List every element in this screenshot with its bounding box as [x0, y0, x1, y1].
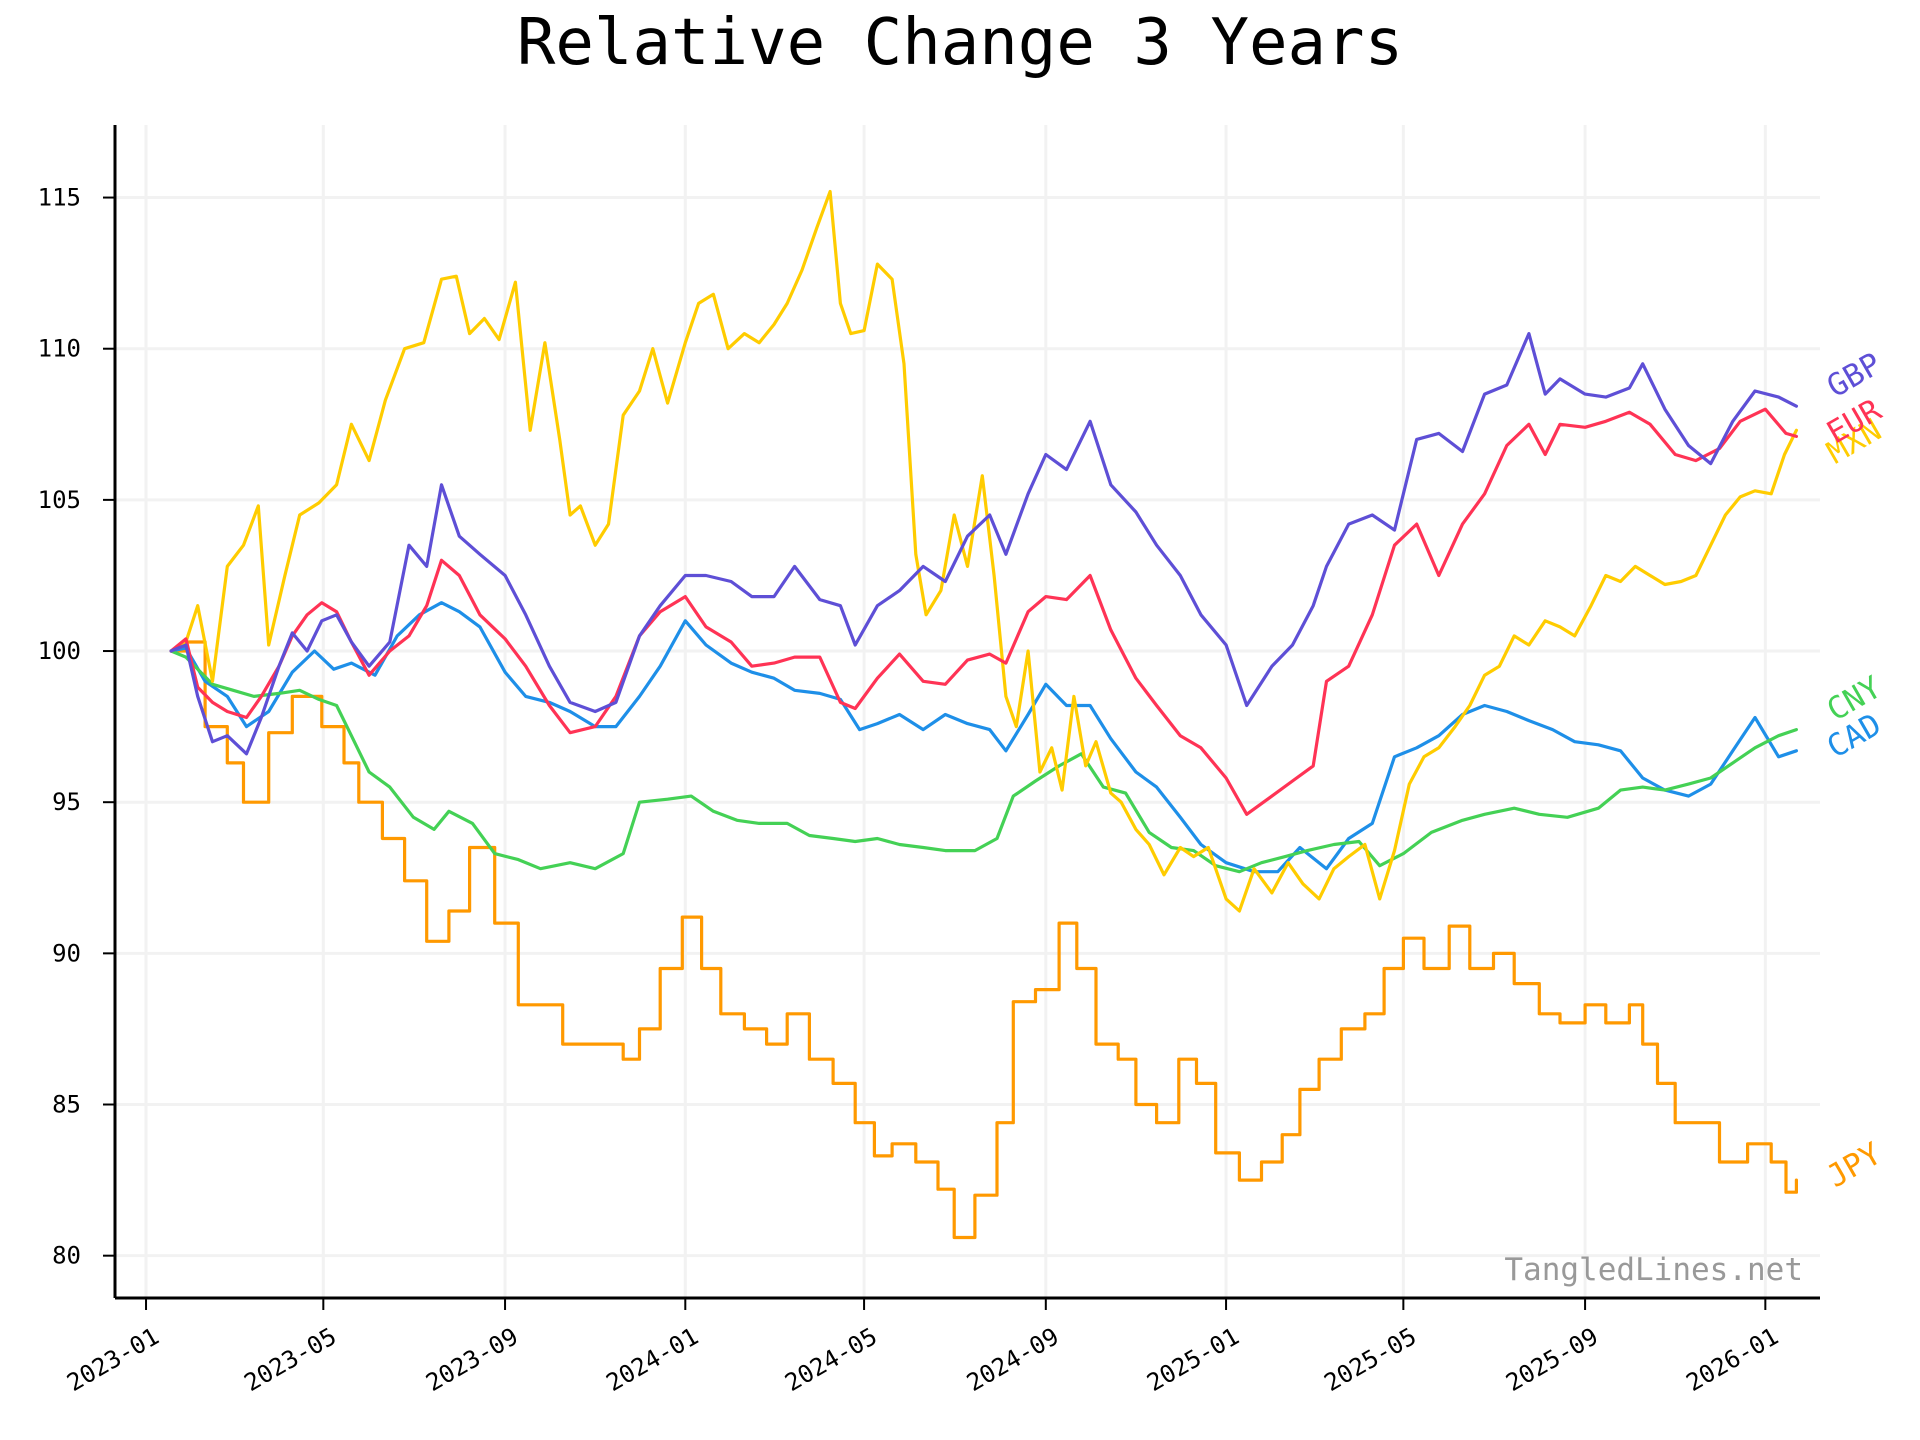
y-tick-label: 95 — [52, 788, 81, 816]
y-tick-label: 100 — [38, 637, 81, 665]
x-tick-label: 2024-09 — [962, 1322, 1064, 1397]
y-tick-label: 105 — [38, 486, 81, 514]
series-line-cny — [169, 649, 1798, 874]
series-label-jpy: JPY — [1821, 1136, 1888, 1195]
axes — [113, 125, 1820, 1300]
y-tick-label: 110 — [38, 335, 81, 363]
x-tick-label: 2025-05 — [1320, 1322, 1422, 1397]
x-tick-label: 2023-01 — [62, 1322, 164, 1397]
x-tick-label: 2025-01 — [1142, 1322, 1244, 1397]
tick-labels: 80 85 90 95 100 105 110 115 2023-01 2023-05 2023-0… — [38, 184, 1783, 1397]
x-tick-label: 2025-09 — [1501, 1322, 1603, 1397]
x-tick-label: 2024-05 — [780, 1322, 882, 1397]
series-lines — [169, 189, 1798, 1240]
y-tick-label: 80 — [52, 1242, 81, 1270]
watermark: TangledLines.net — [1504, 1252, 1803, 1288]
y-tick-label: 85 — [52, 1091, 81, 1119]
x-tick-label: 2024-01 — [601, 1322, 703, 1397]
y-tick-label: 90 — [52, 939, 81, 967]
y-tick-label: 115 — [38, 184, 81, 212]
series-line-gbp — [169, 332, 1798, 756]
series-line-jpy — [169, 640, 1798, 1240]
series-line-cad — [169, 601, 1798, 874]
series-line-eur — [169, 407, 1798, 816]
grid — [115, 125, 1820, 1298]
series-line-mxn — [169, 189, 1798, 913]
series-label-cny: CNY — [1821, 669, 1888, 728]
x-tick-label: 2023-05 — [240, 1322, 342, 1397]
chart-title: Relative Change 3 Years — [517, 6, 1403, 80]
x-tick-label: 2026-01 — [1682, 1322, 1784, 1397]
series-label-gbp: GBP — [1821, 346, 1887, 405]
x-tick-label: 2023-09 — [421, 1322, 523, 1397]
